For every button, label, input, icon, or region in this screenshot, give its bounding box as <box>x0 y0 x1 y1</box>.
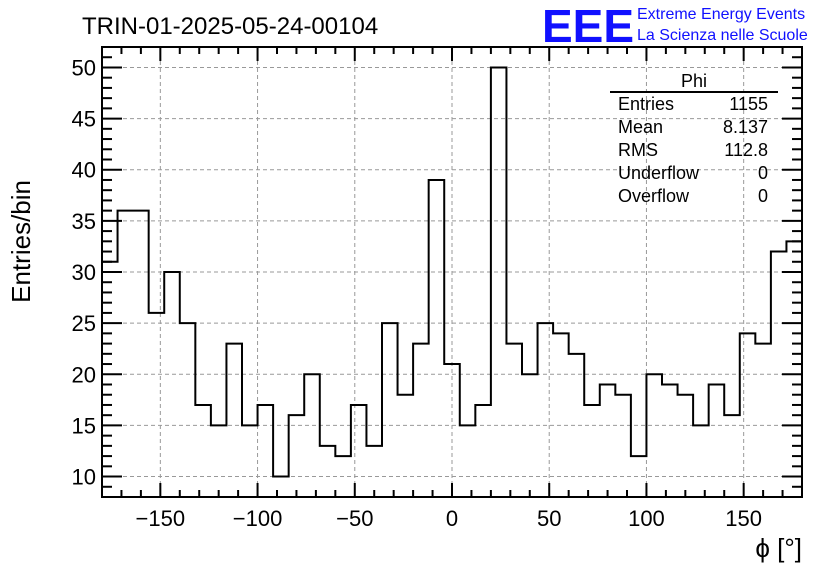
x-tick-label: −150 <box>136 506 186 531</box>
stats-row-value: 112.8 <box>724 140 768 160</box>
stats-row-label: RMS <box>618 140 658 160</box>
x-tick-labels: −150 −100 −50 0 50 100 150 <box>136 506 762 531</box>
y-tick-label: 40 <box>72 158 96 183</box>
y-tick-label: 35 <box>72 209 96 234</box>
x-tick-label: −100 <box>233 506 283 531</box>
stats-row-label: Underflow <box>618 163 700 183</box>
y-tick-label: 50 <box>72 55 96 80</box>
eee-logo: EEE Extreme Energy Events La Scienza nel… <box>542 0 808 52</box>
y-tick-label: 20 <box>72 362 96 387</box>
histogram-line <box>102 66 803 478</box>
x-tick-label: 150 <box>725 506 762 531</box>
stats-row-label: Overflow <box>618 186 690 206</box>
stats-row-value: 1155 <box>729 94 768 114</box>
logo-line-2: La Scienza nelle Scuole <box>637 27 808 44</box>
chart-title: TRIN-01-2025-05-24-00104 <box>82 13 378 40</box>
y-tick-label: 30 <box>72 260 96 285</box>
y-tick-label: 15 <box>72 413 96 438</box>
stats-row-value: 8.137 <box>723 117 768 137</box>
x-tick-label: −50 <box>336 506 373 531</box>
stats-row-value: 0 <box>758 186 768 206</box>
y-tick-label: 10 <box>72 465 96 490</box>
y-tick-labels: 10 15 20 25 30 35 40 45 50 <box>72 55 96 489</box>
grid-lines <box>102 47 802 497</box>
logo-mark: EEE <box>542 0 634 52</box>
stats-row-label: Entries <box>618 94 674 114</box>
x-axis-title: ϕ [°] <box>755 533 802 563</box>
x-tick-label: 100 <box>628 506 665 531</box>
y-axis-title: Entries/bin <box>6 180 36 303</box>
stats-row-value: 0 <box>758 163 768 183</box>
x-tick-label: 0 <box>446 506 458 531</box>
axis-ticks <box>102 46 802 498</box>
stats-row-label: Mean <box>618 117 663 137</box>
y-tick-label: 25 <box>72 311 96 336</box>
stats-box: Phi Entries 1155 Mean 8.137 RMS 112.8 Underflo… <box>610 71 778 206</box>
y-tick-label: 45 <box>72 107 96 132</box>
logo-line-1: Extreme Energy Events <box>637 6 805 23</box>
stats-box-name: Phi <box>681 71 707 91</box>
x-tick-label: 50 <box>537 506 561 531</box>
stats-rows: Entries 1155 Mean 8.137 RMS 112.8 Underflow 0 Ov… <box>618 94 768 206</box>
